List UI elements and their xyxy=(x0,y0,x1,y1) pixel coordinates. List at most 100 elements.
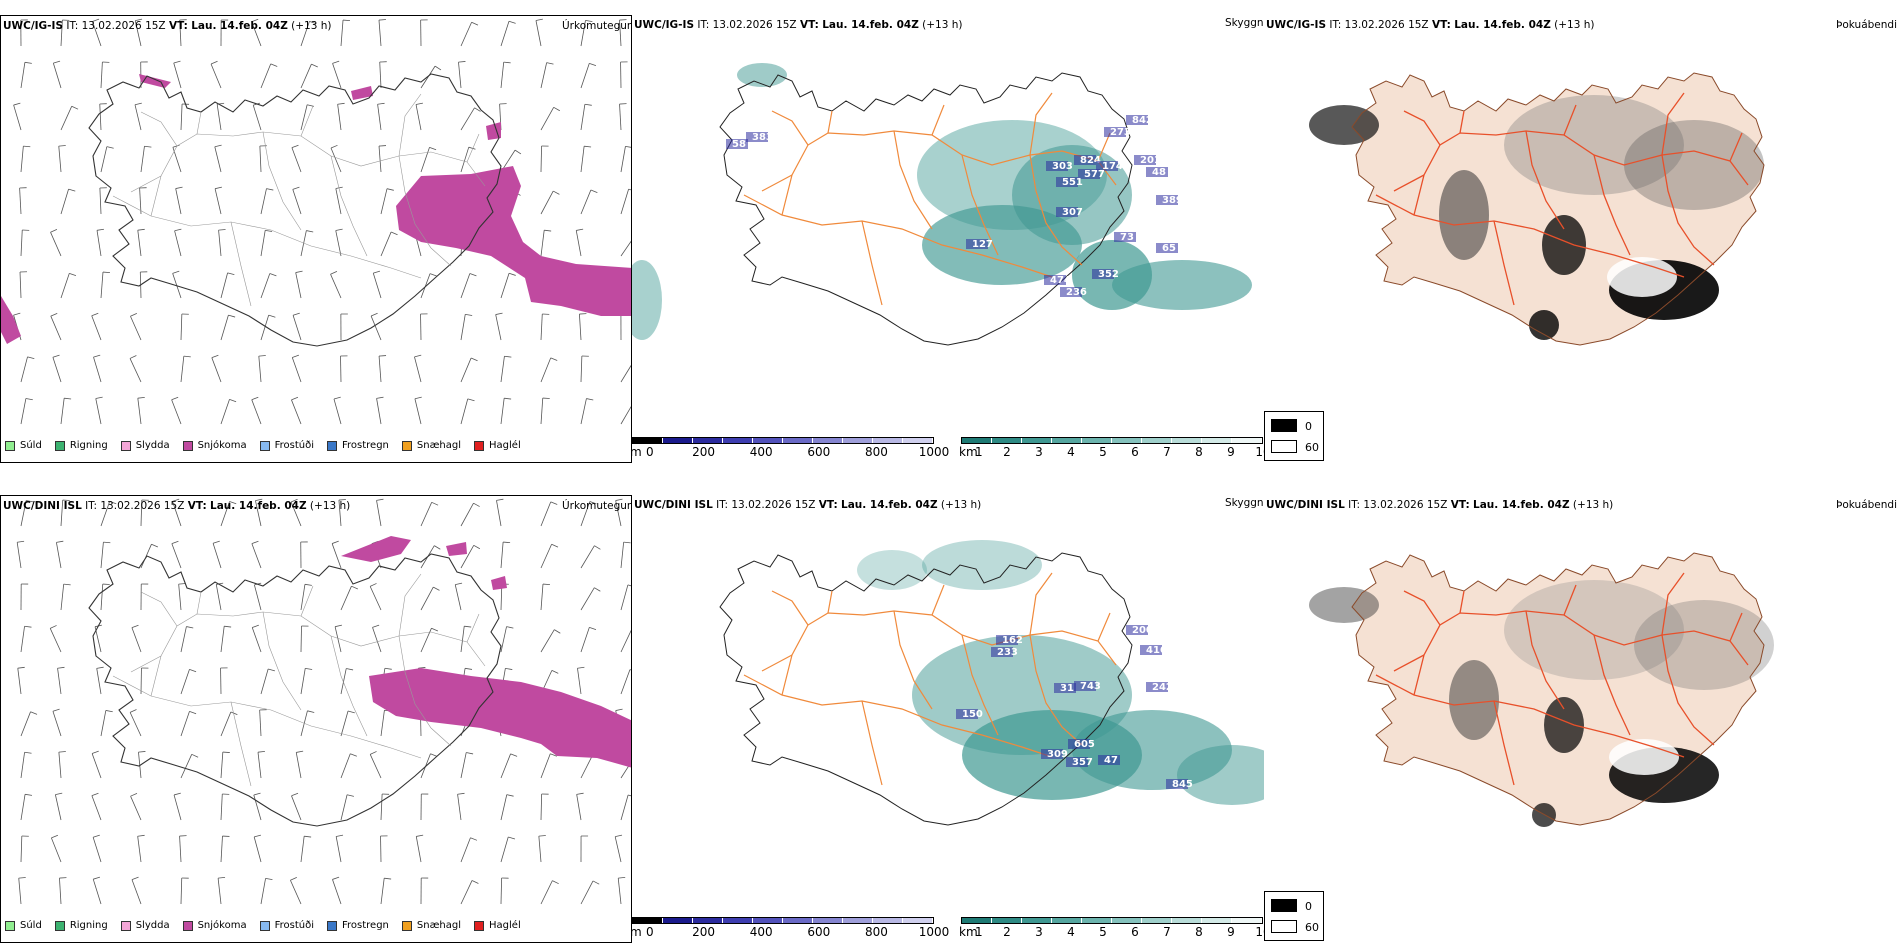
legend-swatch xyxy=(120,920,131,931)
wind-barb xyxy=(300,668,306,695)
visibility-panel-row1: 58 383 842 273 824 174 201 48 303 577 551 389 307 127… xyxy=(632,15,1264,463)
road-line xyxy=(230,221,252,307)
ceiling-value: 174 xyxy=(1102,161,1123,172)
wind-barb-flag xyxy=(56,540,64,543)
wind-barb xyxy=(460,545,475,569)
road-line xyxy=(1029,92,1053,156)
road-line xyxy=(398,635,452,747)
wind-barb-flag xyxy=(586,398,594,401)
wind-barb xyxy=(300,63,312,89)
wind-barb xyxy=(620,584,629,611)
ceiling-cell xyxy=(1056,177,1078,187)
wind-barb-flag xyxy=(212,540,220,544)
wind-barb xyxy=(333,398,342,425)
legend-item: Súld xyxy=(5,440,42,451)
wind-barb-flag xyxy=(305,667,313,670)
wind-barb xyxy=(378,146,382,173)
wind-barb-flag xyxy=(335,624,343,628)
colorbar-tick: 2 xyxy=(1003,445,1011,459)
wind-barb-flag xyxy=(269,273,277,277)
fog-legend-row1: 0 60 xyxy=(1264,411,1324,461)
colorbar-bin xyxy=(1142,438,1172,443)
wind-barb-flag xyxy=(342,19,351,22)
road-line xyxy=(398,93,422,157)
wind-barb xyxy=(100,542,104,569)
wind-barb xyxy=(420,628,432,653)
wind-barb-flag xyxy=(93,834,100,838)
wind-barb xyxy=(540,398,544,425)
wind-barb-flag xyxy=(336,834,344,837)
snow-area xyxy=(396,166,631,316)
wind-barb xyxy=(217,878,222,905)
wind-barb-flag xyxy=(214,144,222,148)
wind-barb-flag xyxy=(304,583,312,586)
wind-barb-flag xyxy=(52,708,60,712)
wind-barb-flag xyxy=(474,107,481,112)
wind-barb xyxy=(495,314,502,341)
wind-barb xyxy=(580,104,586,131)
wind-barb-flag xyxy=(265,229,273,232)
wind-barb-flag xyxy=(457,792,465,795)
colorbar-bin xyxy=(1052,918,1082,923)
wind-barb-flag xyxy=(292,354,300,358)
wind-barb xyxy=(335,230,342,257)
wind-barb-flag xyxy=(346,794,354,797)
road-line xyxy=(761,654,793,672)
wind-barb xyxy=(620,669,631,695)
wind-barb-flag xyxy=(414,354,422,358)
wind-barb-flag xyxy=(551,543,559,548)
wind-barb xyxy=(620,240,631,257)
wind-barb-flag xyxy=(17,666,25,669)
wind-barb-flag xyxy=(351,585,359,590)
wind-barb xyxy=(496,500,502,527)
wind-barb-flag xyxy=(505,667,513,670)
wind-barb-flag xyxy=(390,231,398,236)
wind-barb xyxy=(376,500,382,527)
wind-barb-flag xyxy=(337,102,345,105)
precip-map-row1 xyxy=(1,18,631,425)
wind-barb xyxy=(91,753,102,779)
wind-barb xyxy=(300,104,308,131)
wind-barb-flag xyxy=(495,312,503,315)
colorbar-strip xyxy=(961,917,1263,924)
wind-barb xyxy=(330,274,342,299)
colorbar-bin xyxy=(1112,438,1142,443)
colorbar-tick: 2 xyxy=(1003,925,1011,939)
legend-item: Súld xyxy=(5,920,42,931)
wind-barb-flag xyxy=(92,750,99,754)
road-line xyxy=(961,154,999,256)
road-line xyxy=(743,194,1053,278)
road-line xyxy=(1525,130,1565,230)
colorbar-tick: 800 xyxy=(864,925,888,939)
colorbar-bin xyxy=(843,438,873,443)
wind-barb-flag xyxy=(433,586,440,591)
colorbar-strip xyxy=(632,437,934,444)
visibility-colorbar: 1 2 3 4 5 6 7 8 9 10 km xyxy=(959,917,1264,939)
ceiling-cell xyxy=(996,635,1018,645)
wind-barb-flag xyxy=(418,667,426,669)
road-line xyxy=(1525,610,1565,710)
wind-barb xyxy=(130,316,142,341)
fog-area xyxy=(1309,105,1379,145)
wind-barb xyxy=(500,273,510,299)
wind-barb xyxy=(20,752,25,779)
wind-barb xyxy=(96,230,102,257)
road-line xyxy=(1729,612,1743,642)
wind-barb xyxy=(458,62,462,89)
wind-barb xyxy=(540,357,552,383)
ceiling-cell xyxy=(1054,683,1076,693)
colorbar-bin xyxy=(663,438,693,443)
wind-barb xyxy=(260,63,272,89)
wind-barb xyxy=(220,836,223,863)
colorbar-tick: 8 xyxy=(1195,445,1203,459)
wind-barb-flag xyxy=(18,877,26,879)
wind-barb xyxy=(92,21,102,47)
wind-barb xyxy=(300,836,305,863)
road-line xyxy=(140,111,178,147)
snow-area xyxy=(139,74,171,88)
road-line xyxy=(300,585,314,617)
fog-area xyxy=(1624,120,1764,210)
wind-barb-flag xyxy=(290,498,298,503)
wind-barb-flag xyxy=(131,876,139,880)
road-line xyxy=(112,675,422,759)
